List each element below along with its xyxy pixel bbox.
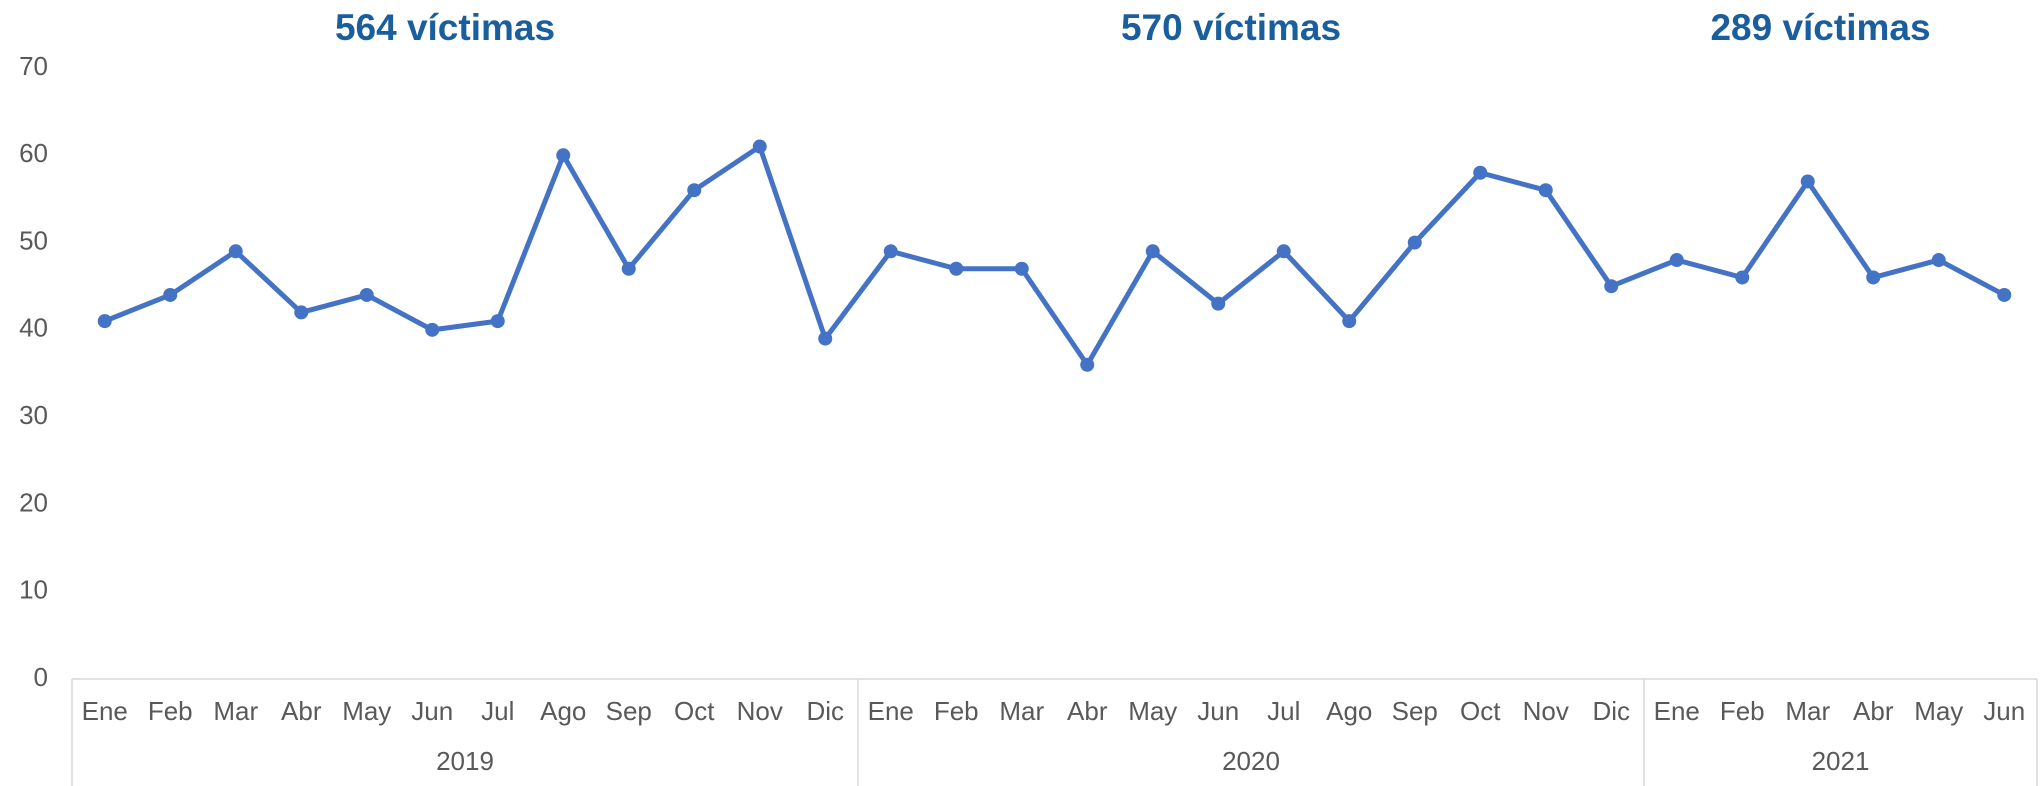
year-label: 2020	[1222, 746, 1280, 776]
x-tick-label: Nov	[737, 696, 783, 726]
marker	[752, 139, 767, 154]
marker	[1014, 261, 1029, 276]
marker	[1538, 183, 1553, 198]
x-tick-label: May	[1128, 696, 1177, 726]
x-tick-label: May	[342, 696, 391, 726]
marker	[1604, 279, 1619, 294]
marker	[228, 244, 243, 259]
x-tick-label: Feb	[1720, 696, 1765, 726]
x-tick-label: Sep	[1392, 696, 1438, 726]
marker	[1080, 357, 1095, 372]
x-tick-label: Mar	[1785, 696, 1830, 726]
x-tick-label: Ene	[868, 696, 914, 726]
marker	[1407, 235, 1422, 250]
marker	[621, 261, 636, 276]
marker	[97, 314, 112, 329]
x-tick-label: May	[1914, 696, 1963, 726]
y-tick-label: 50	[19, 225, 48, 255]
y-tick-label: 40	[19, 313, 48, 343]
marker	[1276, 244, 1291, 259]
marker	[1145, 244, 1160, 259]
marker	[294, 305, 309, 320]
x-tick-label: Ago	[540, 696, 586, 726]
x-tick-label: Ene	[1654, 696, 1700, 726]
marker	[556, 148, 571, 163]
x-tick-label: Jun	[1197, 696, 1239, 726]
x-tick-label: Feb	[148, 696, 193, 726]
annotation: 570 víctimas	[1121, 7, 1341, 48]
x-tick-label: Mar	[999, 696, 1044, 726]
x-tick-label: Dic	[1592, 696, 1630, 726]
y-tick-label: 70	[19, 51, 48, 81]
y-tick-label: 20	[19, 487, 48, 517]
annotation: 564 víctimas	[335, 7, 555, 48]
marker	[1473, 165, 1488, 180]
x-tick-label: Mar	[213, 696, 258, 726]
marker	[1997, 287, 2012, 302]
year-label: 2019	[436, 746, 494, 776]
y-tick-label: 0	[34, 662, 48, 692]
marker	[883, 244, 898, 259]
x-tick-label: Jul	[481, 696, 514, 726]
y-tick-label: 30	[19, 400, 48, 430]
x-tick-label: Jun	[1983, 696, 2025, 726]
marker	[490, 314, 505, 329]
marker	[1866, 270, 1881, 285]
x-tick-label: Jul	[1267, 696, 1300, 726]
x-tick-label: Jun	[411, 696, 453, 726]
marker	[1735, 270, 1750, 285]
marker	[1931, 253, 1946, 268]
x-tick-label: Abr	[281, 696, 322, 726]
x-tick-label: Ago	[1326, 696, 1372, 726]
x-tick-label: Sep	[606, 696, 652, 726]
marker	[163, 287, 178, 302]
x-tick-label: Ene	[82, 696, 128, 726]
x-tick-label: Feb	[934, 696, 979, 726]
x-tick-label: Nov	[1523, 696, 1569, 726]
x-tick-label: Dic	[806, 696, 844, 726]
marker	[1669, 253, 1684, 268]
marker	[1342, 314, 1357, 329]
marker	[1211, 296, 1226, 311]
marker	[425, 322, 440, 337]
year-label: 2021	[1812, 746, 1870, 776]
x-tick-label: Oct	[1460, 696, 1501, 726]
x-tick-label: Abr	[1067, 696, 1108, 726]
x-tick-label: Oct	[674, 696, 715, 726]
y-tick-label: 10	[19, 575, 48, 605]
marker	[1800, 174, 1815, 189]
y-tick-label: 60	[19, 138, 48, 168]
marker	[949, 261, 964, 276]
line	[103, 144, 2006, 368]
marker	[359, 287, 374, 302]
marker	[818, 331, 833, 346]
x-tick-label: Abr	[1853, 696, 1894, 726]
annotation: 289 víctimas	[1710, 7, 1930, 48]
marker	[687, 183, 702, 198]
